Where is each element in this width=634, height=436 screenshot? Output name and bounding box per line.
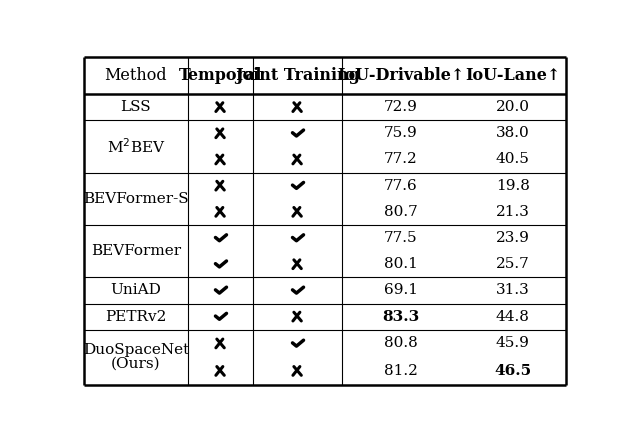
- Text: Temporal: Temporal: [179, 67, 262, 84]
- Text: LSS: LSS: [120, 100, 152, 114]
- Text: 23.9: 23.9: [496, 231, 529, 245]
- Text: 19.8: 19.8: [496, 179, 529, 193]
- Text: (Ours): (Ours): [111, 357, 161, 371]
- Text: 77.5: 77.5: [384, 231, 418, 245]
- Text: 77.2: 77.2: [384, 153, 418, 167]
- Text: IoU-Lane↑: IoU-Lane↑: [465, 67, 560, 84]
- Text: M$^2$BEV: M$^2$BEV: [107, 137, 165, 156]
- Text: 21.3: 21.3: [496, 205, 529, 219]
- Text: 75.9: 75.9: [384, 126, 418, 140]
- Text: UniAD: UniAD: [110, 283, 162, 297]
- Text: 45.9: 45.9: [496, 337, 529, 351]
- Text: 40.5: 40.5: [496, 153, 529, 167]
- Text: 38.0: 38.0: [496, 126, 529, 140]
- Text: 25.7: 25.7: [496, 257, 529, 271]
- Text: 83.3: 83.3: [382, 310, 419, 324]
- Text: 77.6: 77.6: [384, 179, 418, 193]
- Text: 31.3: 31.3: [496, 283, 529, 297]
- Text: 81.2: 81.2: [384, 364, 418, 378]
- Text: 80.8: 80.8: [384, 337, 418, 351]
- Text: 69.1: 69.1: [384, 283, 418, 297]
- Text: PETRv2: PETRv2: [105, 310, 167, 324]
- Text: Joint Training: Joint Training: [235, 67, 359, 84]
- Text: 72.9: 72.9: [384, 100, 418, 114]
- Text: BEVFormer-S: BEVFormer-S: [83, 192, 189, 206]
- Text: 46.5: 46.5: [494, 364, 531, 378]
- Text: IoU-Drivable↑: IoU-Drivable↑: [337, 67, 464, 84]
- Text: 44.8: 44.8: [496, 310, 529, 324]
- Text: Method: Method: [105, 67, 167, 84]
- Text: 20.0: 20.0: [496, 100, 530, 114]
- Text: 80.1: 80.1: [384, 257, 418, 271]
- Text: BEVFormer: BEVFormer: [91, 244, 181, 258]
- Text: 80.7: 80.7: [384, 205, 418, 219]
- Text: DuoSpaceNet: DuoSpaceNet: [83, 343, 189, 358]
